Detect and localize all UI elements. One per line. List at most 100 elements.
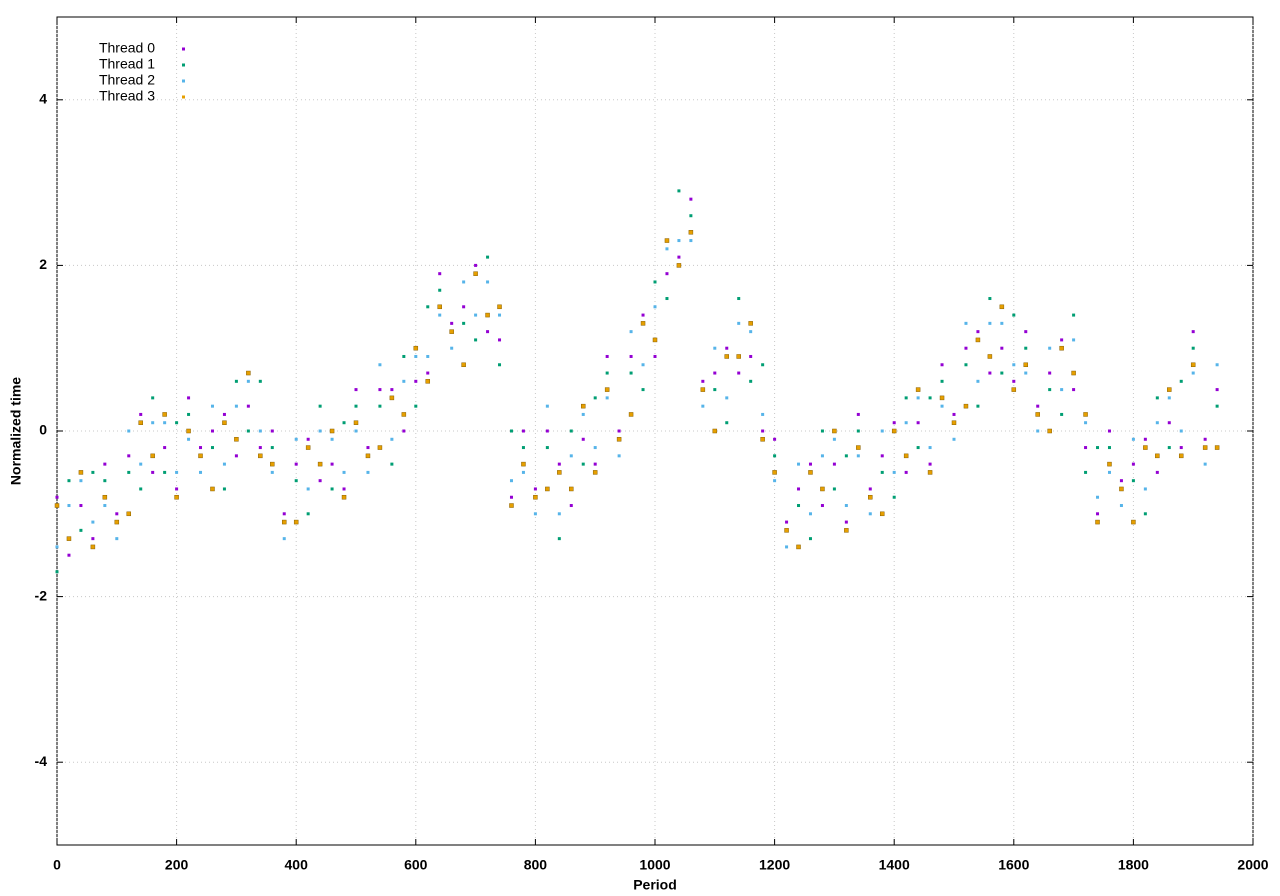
point xyxy=(390,388,394,392)
point xyxy=(234,437,239,442)
point xyxy=(689,197,693,201)
point xyxy=(354,429,358,433)
point xyxy=(258,446,262,450)
point xyxy=(928,446,932,450)
legend-marker xyxy=(182,79,185,83)
point xyxy=(437,304,442,310)
point xyxy=(198,453,203,459)
legend-marker xyxy=(182,95,185,99)
point xyxy=(1215,388,1219,392)
point xyxy=(234,379,238,383)
point xyxy=(592,470,598,475)
point xyxy=(1167,387,1172,392)
point xyxy=(1131,437,1135,441)
point xyxy=(175,470,179,474)
point xyxy=(557,537,561,541)
point xyxy=(1095,519,1100,525)
point xyxy=(1215,363,1219,367)
point xyxy=(1202,445,1208,450)
point xyxy=(187,396,191,400)
point xyxy=(1048,388,1052,392)
point xyxy=(880,454,884,458)
point xyxy=(1072,313,1076,317)
point xyxy=(103,504,107,508)
point xyxy=(808,462,812,466)
point xyxy=(1167,446,1171,450)
point xyxy=(318,479,322,483)
point xyxy=(426,371,430,375)
point xyxy=(797,504,801,508)
point xyxy=(533,494,538,500)
point xyxy=(318,429,322,433)
point xyxy=(1119,504,1123,508)
point xyxy=(952,437,956,441)
point xyxy=(438,272,442,276)
point xyxy=(533,487,537,491)
point xyxy=(90,544,96,550)
point xyxy=(306,487,310,491)
point xyxy=(127,429,131,433)
point xyxy=(414,354,418,358)
point xyxy=(66,536,72,541)
point xyxy=(916,446,920,450)
legend-label: Thread 0 xyxy=(99,40,155,56)
x-tick-label: 1800 xyxy=(1118,857,1149,873)
point xyxy=(916,396,920,400)
point xyxy=(1024,371,1028,375)
point xyxy=(963,403,969,409)
point xyxy=(1167,396,1171,400)
point xyxy=(317,461,323,467)
point xyxy=(629,371,633,375)
point xyxy=(569,454,573,458)
point xyxy=(976,379,980,383)
point xyxy=(844,520,848,524)
point xyxy=(785,545,789,549)
point xyxy=(1119,479,1123,483)
point xyxy=(653,305,657,309)
x-tick-label: 0 xyxy=(53,857,61,873)
point xyxy=(497,304,502,310)
point xyxy=(1096,446,1100,450)
point xyxy=(390,462,394,466)
point xyxy=(773,454,777,458)
point xyxy=(402,354,406,358)
point xyxy=(856,429,860,433)
point xyxy=(593,396,597,400)
point xyxy=(749,354,753,358)
point xyxy=(91,537,95,541)
point xyxy=(1059,345,1064,351)
point xyxy=(856,445,861,450)
point xyxy=(737,371,741,375)
point xyxy=(999,304,1005,310)
point xyxy=(102,494,108,500)
y-axis-label: Normalized time xyxy=(8,377,24,485)
point xyxy=(342,470,346,474)
x-tick-label: 1200 xyxy=(759,857,790,873)
point xyxy=(1107,446,1111,450)
point xyxy=(1190,362,1196,368)
legend-label: Thread 2 xyxy=(99,72,155,88)
point xyxy=(103,462,107,466)
point xyxy=(234,454,238,458)
point xyxy=(306,512,310,516)
point xyxy=(389,395,395,401)
point xyxy=(67,504,71,508)
point xyxy=(342,487,346,491)
point xyxy=(78,470,84,475)
point xyxy=(797,487,801,491)
point xyxy=(1179,429,1183,433)
point xyxy=(426,305,430,309)
point xyxy=(246,429,250,433)
point xyxy=(700,387,706,392)
point xyxy=(701,404,705,408)
point xyxy=(521,446,525,450)
point xyxy=(820,454,824,458)
point xyxy=(1024,346,1028,350)
point xyxy=(79,528,83,532)
point xyxy=(928,396,932,400)
point xyxy=(258,453,263,459)
point xyxy=(1155,396,1159,400)
point xyxy=(1107,470,1111,474)
point xyxy=(1191,346,1195,350)
point xyxy=(486,280,490,284)
